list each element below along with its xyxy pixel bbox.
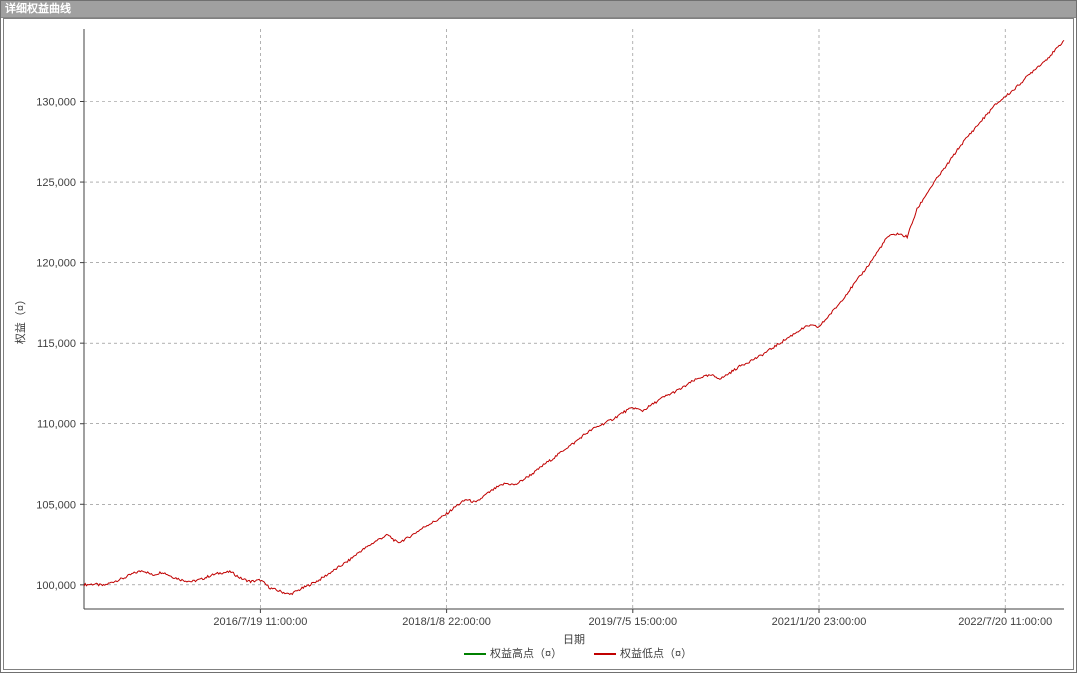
y-tick-label: 120,000 [36, 258, 76, 270]
x-tick-label: 2019/7/5 15:00:00 [588, 616, 677, 628]
chart-window: 详细权益曲线 100,000 105,000 110,000 115,000 120,0… [0, 0, 1077, 673]
y-tick-label: 110,000 [37, 419, 76, 431]
y-tick-label: 100,000 [36, 580, 76, 592]
y-tick-label: 105,000 [36, 499, 76, 511]
equity-curve-chart: 100,000 105,000 110,000 115,000 120,000 125,0… [4, 19, 1073, 669]
window-title: 详细权益曲线 [1, 1, 1076, 18]
x-tick-label: 2018/1/8 22:00:00 [402, 616, 491, 628]
y-tick-label: 115,000 [37, 338, 76, 350]
y-tick-label: 130,000 [36, 97, 76, 109]
y-tick-label: 125,000 [36, 177, 76, 189]
x-tick-label: 2022/7/20 11:00:00 [958, 616, 1052, 628]
x-tick-label: 2016/7/19 11:00:00 [213, 616, 307, 628]
x-tick-label: 2021/1/20 23:00:00 [772, 616, 867, 628]
legend-label: 权益高点（¤） [490, 646, 562, 660]
x-axis-label: 日期 [563, 633, 585, 646]
chart-container: 100,000 105,000 110,000 115,000 120,000 125,0… [3, 18, 1074, 670]
y-axis-label: 权益（¤） [13, 294, 27, 344]
legend-label: 权益低点（¤） [620, 646, 692, 660]
